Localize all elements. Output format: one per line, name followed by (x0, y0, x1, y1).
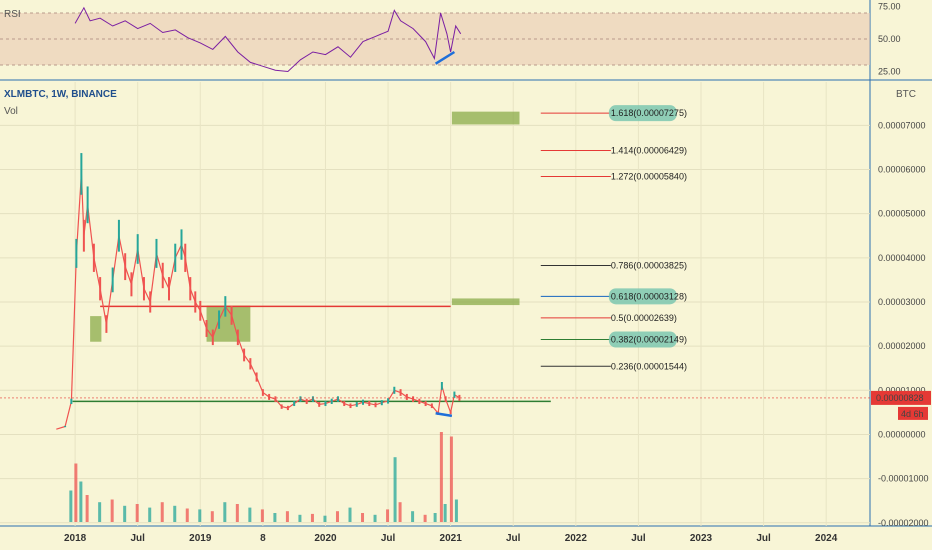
time-tick-label: Jul (756, 533, 771, 544)
countdown-value: 4d 6h (901, 409, 924, 419)
price-tick-label: 0.00007000 (878, 120, 926, 130)
time-tick-label: Jul (506, 533, 521, 544)
volume-bar (348, 507, 352, 522)
volume-bar (148, 507, 152, 522)
fib-level-label: 1.414(0.00006429) (611, 146, 687, 156)
rsi-line (74, 6, 462, 73)
fib-label-highlight (608, 288, 677, 305)
fib-level-label: 0.5(0.00002639) (611, 313, 677, 323)
volume-bar (443, 504, 447, 522)
price-tick-label: 0.00005000 (878, 209, 926, 219)
price-tick-label: 0.00002000 (878, 341, 926, 351)
price-tick-label: -0.00001000 (878, 474, 929, 484)
fib-label-highlight (608, 331, 677, 348)
volume-bar (273, 513, 277, 522)
highlight-zone (451, 111, 520, 125)
volume-bar (454, 499, 458, 522)
volume-bar (439, 432, 443, 522)
volume-bar (285, 511, 289, 522)
time-tick-label: Jul (631, 533, 646, 544)
time-tick-label: 2022 (565, 533, 588, 544)
time-tick-label: 2021 (440, 533, 463, 544)
rsi-divergence-line (434, 50, 456, 65)
price-divergence-line (435, 412, 453, 418)
fib-level-label: 0.618(0.00003128) (611, 291, 687, 301)
volume-bar (110, 499, 114, 522)
price-tick-label: 0.00003000 (878, 297, 926, 307)
volume-bar (185, 508, 189, 522)
time-tick-label: 2018 (64, 533, 87, 544)
symbol-title[interactable]: XLMBTC, 1W, BINANCE (4, 89, 117, 100)
volume-label: Vol (4, 106, 18, 117)
volume-bar (449, 436, 453, 522)
volume-bar (323, 515, 327, 522)
volume-bar (160, 502, 164, 522)
price-tick-label: 0.00004000 (878, 253, 926, 263)
time-tick-label: 2024 (815, 533, 838, 544)
countdown-badge (898, 406, 928, 420)
price-tick-label: 0.00000000 (878, 429, 926, 439)
volume-bar (79, 481, 83, 522)
time-tick-label: Jul (381, 533, 396, 544)
fib-label-highlight (608, 105, 677, 122)
time-tick-label: 2023 (690, 533, 713, 544)
time-tick-label: Jul (130, 533, 145, 544)
volume-bar (310, 513, 314, 522)
fib-level-label: 1.272(0.00005840) (611, 172, 687, 182)
volume-bar (210, 511, 214, 522)
rsi-pane-label: RSI (4, 9, 21, 20)
volume-bar (235, 504, 239, 522)
last-price-value: 0.00000828 (876, 393, 924, 403)
volume-bar (393, 457, 397, 522)
time-tick-label: 8 (260, 533, 266, 544)
price-unit-label: BTC (896, 89, 916, 100)
price-tick-label: 0.00006000 (878, 164, 926, 174)
volume-bar (398, 502, 402, 522)
volume-bar (173, 505, 177, 522)
volume-bar (373, 514, 377, 522)
rsi-tick-label: 50.00 (878, 34, 901, 44)
last-price-badge (871, 390, 931, 405)
time-tick-label: 2019 (189, 533, 212, 544)
volume-bar (69, 490, 73, 522)
volume-bar (386, 509, 390, 522)
volume-bar (123, 505, 127, 522)
highlight-zone (451, 298, 520, 306)
highlight-zone (90, 316, 102, 342)
volume-bar (198, 509, 202, 522)
fib-level-label: 1.618(0.00007275) (611, 108, 687, 118)
time-tick-label: 2020 (314, 533, 337, 544)
volume-bar (135, 504, 139, 522)
volume-bar (411, 511, 415, 522)
price-tick-label: 0.00001000 (878, 385, 926, 395)
price-tick-label: -0.00002000 (878, 518, 929, 528)
volume-bar (98, 502, 102, 522)
volume-bar (361, 513, 365, 522)
fib-level-label: 0.236(0.00001544) (611, 361, 687, 371)
volume-bar (74, 463, 78, 522)
volume-bar (423, 514, 427, 522)
volume-bar (85, 495, 89, 522)
fib-level-label: 0.786(0.00003825) (611, 261, 687, 271)
fib-level-label: 0.382(0.00002149) (611, 335, 687, 345)
volume-bar (260, 509, 264, 522)
rsi-tick-label: 75.00 (878, 2, 901, 12)
volume-bar (298, 514, 302, 522)
volume-bar (248, 507, 252, 522)
volume-bar (223, 502, 227, 522)
volume-bar (335, 511, 339, 522)
rsi-tick-label: 25.00 (878, 67, 901, 77)
volume-bar (433, 513, 437, 522)
